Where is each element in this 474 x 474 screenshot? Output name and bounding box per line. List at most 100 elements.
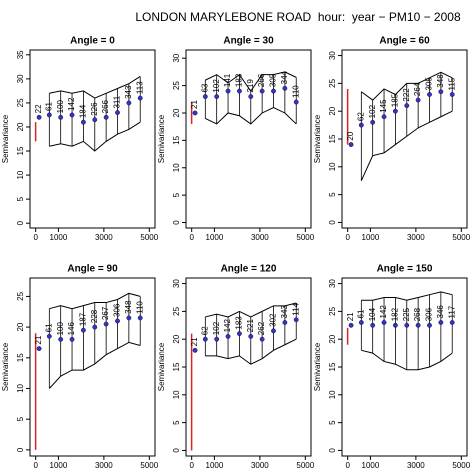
x-tick-label: 5000	[452, 233, 470, 242]
y-tick-label: 20	[328, 334, 337, 343]
point	[46, 112, 52, 118]
count-label: 264	[413, 82, 422, 96]
y-axis-label: Semivariance	[1, 342, 10, 391]
count-label: 226	[90, 102, 99, 116]
count-label: 344	[280, 70, 289, 84]
count-label: 183	[235, 316, 244, 330]
count-label: 20	[346, 131, 355, 140]
point	[449, 92, 455, 97]
point	[259, 336, 265, 342]
count-label: 219	[246, 79, 255, 93]
y-tick-label: 25	[172, 81, 181, 90]
count-label: 142	[67, 97, 76, 111]
count-label: 225	[402, 307, 411, 321]
x-tick-label: 5000	[296, 461, 314, 470]
panel-title: Angle = 30	[223, 36, 274, 47]
count-label: 343	[280, 305, 289, 319]
y-tick-label: 0	[328, 448, 337, 453]
point	[370, 119, 376, 125]
count-label: 114	[291, 302, 300, 315]
count-label: 346	[436, 305, 445, 319]
panel-title: Angle = 120	[221, 264, 277, 275]
y-axis-label: Semivariance	[313, 114, 322, 163]
count-label: 110	[135, 301, 144, 314]
count-label: 115	[447, 77, 456, 90]
point	[202, 336, 208, 342]
y-tick-label: 0	[16, 220, 25, 225]
point	[271, 328, 276, 334]
x-tick-label: 3000	[95, 233, 113, 242]
x-tick-label: 0	[33, 233, 38, 242]
point	[381, 114, 387, 120]
x-tick-label: 1000	[50, 461, 68, 470]
count-label: 62	[200, 326, 209, 335]
count-label: 185	[391, 93, 400, 107]
point	[381, 320, 387, 325]
x-tick-label: 3000	[95, 461, 113, 470]
count-label: 305	[425, 77, 434, 91]
count-label: 21	[190, 100, 199, 109]
count-label: 21	[34, 335, 43, 344]
count-label: 306	[113, 303, 122, 317]
point	[259, 88, 265, 94]
count-label: 311	[113, 95, 122, 108]
count-label: 104	[368, 307, 377, 321]
plot-frame	[29, 277, 156, 457]
point	[404, 322, 410, 328]
point	[370, 322, 376, 328]
point	[58, 114, 64, 120]
point	[415, 97, 421, 103]
plot-frame	[341, 49, 468, 229]
point	[126, 315, 132, 321]
envelope-lower	[205, 338, 297, 365]
x-tick-label: 0	[33, 461, 38, 470]
y-tick-label: 10	[328, 390, 337, 399]
count-label: 305	[269, 73, 278, 87]
envelope-upper	[49, 76, 141, 99]
figure-title: LONDON MARYLEBONE ROAD hour: year − PM10…	[135, 10, 461, 24]
y-tick-label: 10	[16, 383, 25, 392]
point	[115, 110, 120, 115]
count-label: 113	[135, 81, 144, 94]
x-tick-label: 1000	[206, 461, 224, 470]
y-tick-label: 0	[172, 220, 181, 225]
point	[103, 321, 109, 327]
x-tick-label: 0	[189, 233, 194, 242]
y-tick-label: 10	[16, 170, 25, 179]
count-label: 348	[124, 300, 133, 314]
y-tick-label: 20	[16, 322, 25, 331]
y-tick-label: 25	[16, 98, 25, 107]
x-tick-label: 1000	[362, 233, 380, 242]
point	[58, 336, 64, 342]
point	[427, 322, 432, 328]
count-label: 102	[212, 321, 221, 335]
point	[214, 94, 220, 99]
y-tick-label: 15	[16, 146, 25, 155]
x-tick-label: 3000	[251, 461, 269, 470]
point	[46, 333, 52, 339]
count-label: 63	[200, 83, 209, 92]
count-label: 222	[402, 88, 411, 102]
panel-title: Angle = 0	[70, 36, 115, 47]
count-label: 62	[356, 112, 365, 121]
point	[36, 346, 42, 351]
point	[358, 320, 364, 325]
point	[393, 108, 398, 114]
point	[92, 117, 98, 123]
y-axis-label: Semivariance	[157, 342, 166, 391]
count-label: 61	[44, 323, 53, 332]
count-label: 262	[257, 321, 266, 335]
x-tick-label: 5000	[296, 233, 314, 242]
point	[192, 110, 198, 116]
y-tick-label: 35	[16, 50, 25, 59]
x-tick-label: 5000	[452, 461, 470, 470]
count-label: 184	[79, 104, 88, 118]
count-label: 267	[101, 306, 110, 320]
y-tick-label: 0	[16, 447, 25, 452]
count-label: 221	[246, 319, 255, 333]
point	[214, 336, 220, 342]
point	[348, 322, 354, 328]
count-label: 145	[379, 99, 388, 113]
x-tick-label: 0	[189, 461, 194, 470]
point	[202, 94, 208, 99]
